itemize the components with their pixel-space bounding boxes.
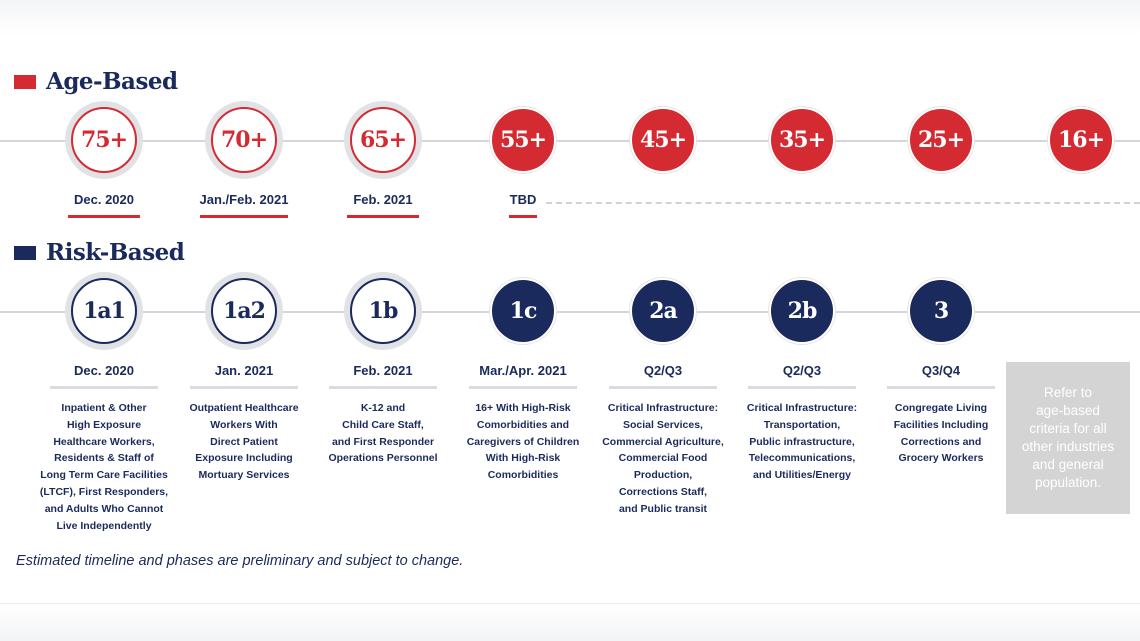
age-phase-badge: 75+ [71, 107, 137, 173]
risk-phase-1a2: 1a2 Jan. 2021 Outpatient Healthcare Worker… [174, 272, 314, 484]
age-circle-ring: 70+ [205, 101, 283, 179]
risk-phase-1b: 1b Feb. 2021 K-12 and Child Care Staff, an… [313, 272, 453, 467]
risk-phase-1c: 1c Mar./Apr. 2021 16+ With High-Risk Comor… [453, 272, 593, 484]
age-phase-45plus: 45+ [593, 101, 733, 218]
age-phase-badge: 55+ [490, 107, 556, 173]
age-based-heading: Age-Based [14, 68, 178, 95]
age-phase-date: Dec. 2020 [68, 192, 140, 218]
age-phase-badge: 16+ [1048, 107, 1114, 173]
risk-phase-badge: 2a [630, 278, 696, 344]
risk-phase-date: Q2/Q3 [609, 363, 717, 389]
risk-phase-badge: 2b [769, 278, 835, 344]
age-circle-ring: 55+ [484, 101, 562, 179]
risk-phase-date: Jan. 2021 [190, 363, 298, 389]
risk-circle-ring: 1a2 [205, 272, 283, 350]
age-phase-badge: 35+ [769, 107, 835, 173]
risk-phase-description: Inpatient & Other High Exposure Healthca… [39, 402, 169, 532]
red-square-icon [14, 74, 36, 89]
age-phase-date: Jan./Feb. 2021 [199, 192, 289, 218]
risk-date-wrap: Dec. 2020 [50, 363, 158, 389]
age-phase-75plus: 75+ Dec. 2020 [34, 101, 174, 218]
refer-box-text: Refer to age-based criteria for all othe… [1021, 385, 1115, 490]
risk-phase-3: 3 Q3/Q4 Congregate Living Facilities Inclu… [871, 272, 1011, 467]
bottom-band [0, 603, 1140, 641]
risk-phase-1a1: 1a1 Dec. 2020 Inpatient & Other High Expos… [34, 272, 174, 534]
risk-circle-ring: 2b [763, 272, 841, 350]
risk-phase-date: Mar./Apr. 2021 [469, 363, 577, 389]
age-phase-55plus: 55+ TBD [453, 101, 593, 218]
age-date-wrap: Dec. 2020 [68, 192, 140, 218]
risk-phase-description: 16+ With High-Risk Comorbidities and Car… [466, 402, 580, 482]
risk-phase-description: K-12 and Child Care Staff, and First Res… [328, 402, 438, 465]
risk-circle-ring: 3 [902, 272, 980, 350]
age-circle-ring: 16+ [1042, 101, 1120, 179]
age-date-wrap: Jan./Feb. 2021 [199, 192, 289, 218]
risk-date-wrap: Jan. 2021 [190, 363, 298, 389]
risk-phase-date: Feb. 2021 [329, 363, 437, 389]
risk-date-wrap: Feb. 2021 [329, 363, 437, 389]
navy-square-icon [14, 245, 36, 260]
age-phase-16plus: 16+ [1011, 101, 1140, 218]
risk-circle-ring: 1b [344, 272, 422, 350]
risk-date-wrap: Mar./Apr. 2021 [469, 363, 577, 389]
risk-phase-description: Congregate Living Facilities Including C… [893, 402, 989, 465]
risk-date-wrap: Q3/Q4 [887, 363, 995, 389]
age-circle-ring: 75+ [65, 101, 143, 179]
age-phase-date: Feb. 2021 [347, 192, 419, 218]
risk-phase-date: Q2/Q3 [748, 363, 856, 389]
risk-phase-badge: 1b [350, 278, 416, 344]
risk-based-heading: Risk-Based [14, 239, 185, 266]
age-phase-35plus: 35+ [732, 101, 872, 218]
age-phase-badge: 70+ [211, 107, 277, 173]
risk-phase-badge: 1c [490, 278, 556, 344]
risk-date-wrap: Q2/Q3 [748, 363, 856, 389]
age-circle-ring: 45+ [624, 101, 702, 179]
age-phase-badge: 45+ [630, 107, 696, 173]
risk-phase-2a: 2a Q2/Q3 Critical Infrastructure: Social S… [593, 272, 733, 518]
risk-phase-2b: 2b Q2/Q3 Critical Infrastructure: Transpor… [732, 272, 872, 484]
age-phase-badge: 25+ [908, 107, 974, 173]
risk-phase-badge: 1a2 [211, 278, 277, 344]
age-phase-65plus: 65+ Feb. 2021 [313, 101, 453, 218]
age-timeline-line [0, 140, 1140, 142]
age-phase-badge: 65+ [350, 107, 416, 173]
risk-phase-description: Critical Infrastructure: Transportation,… [746, 402, 858, 482]
age-phase-date: TBD [509, 192, 537, 218]
risk-based-title: Risk-Based [46, 239, 185, 266]
risk-circle-ring: 1c [484, 272, 562, 350]
age-circle-ring: 65+ [344, 101, 422, 179]
age-circle-ring: 35+ [763, 101, 841, 179]
risk-phase-badge: 3 [908, 278, 974, 344]
risk-phase-description: Outpatient Healthcare Workers With Direc… [189, 402, 299, 482]
risk-date-wrap: Q2/Q3 [609, 363, 717, 389]
age-phase-25plus: 25+ [871, 101, 1011, 218]
risk-circle-ring: 1a1 [65, 272, 143, 350]
risk-phase-badge: 1a1 [71, 278, 137, 344]
risk-phase-date: Q3/Q4 [887, 363, 995, 389]
risk-timeline-line [0, 311, 1140, 313]
risk-circle-ring: 2a [624, 272, 702, 350]
footnote: Estimated timeline and phases are prelim… [16, 553, 464, 569]
age-based-title: Age-Based [46, 68, 178, 95]
age-dashed-line [546, 202, 1140, 204]
refer-box: Refer to age-based criteria for all othe… [1006, 362, 1130, 514]
risk-phase-date: Dec. 2020 [50, 363, 158, 389]
age-circle-ring: 25+ [902, 101, 980, 179]
top-band [0, 0, 1140, 36]
age-date-wrap: Feb. 2021 [347, 192, 419, 218]
age-phase-70plus: 70+ Jan./Feb. 2021 [174, 101, 314, 218]
risk-phase-description: Critical Infrastructure: Social Services… [602, 402, 724, 515]
age-date-wrap: TBD [509, 192, 537, 218]
